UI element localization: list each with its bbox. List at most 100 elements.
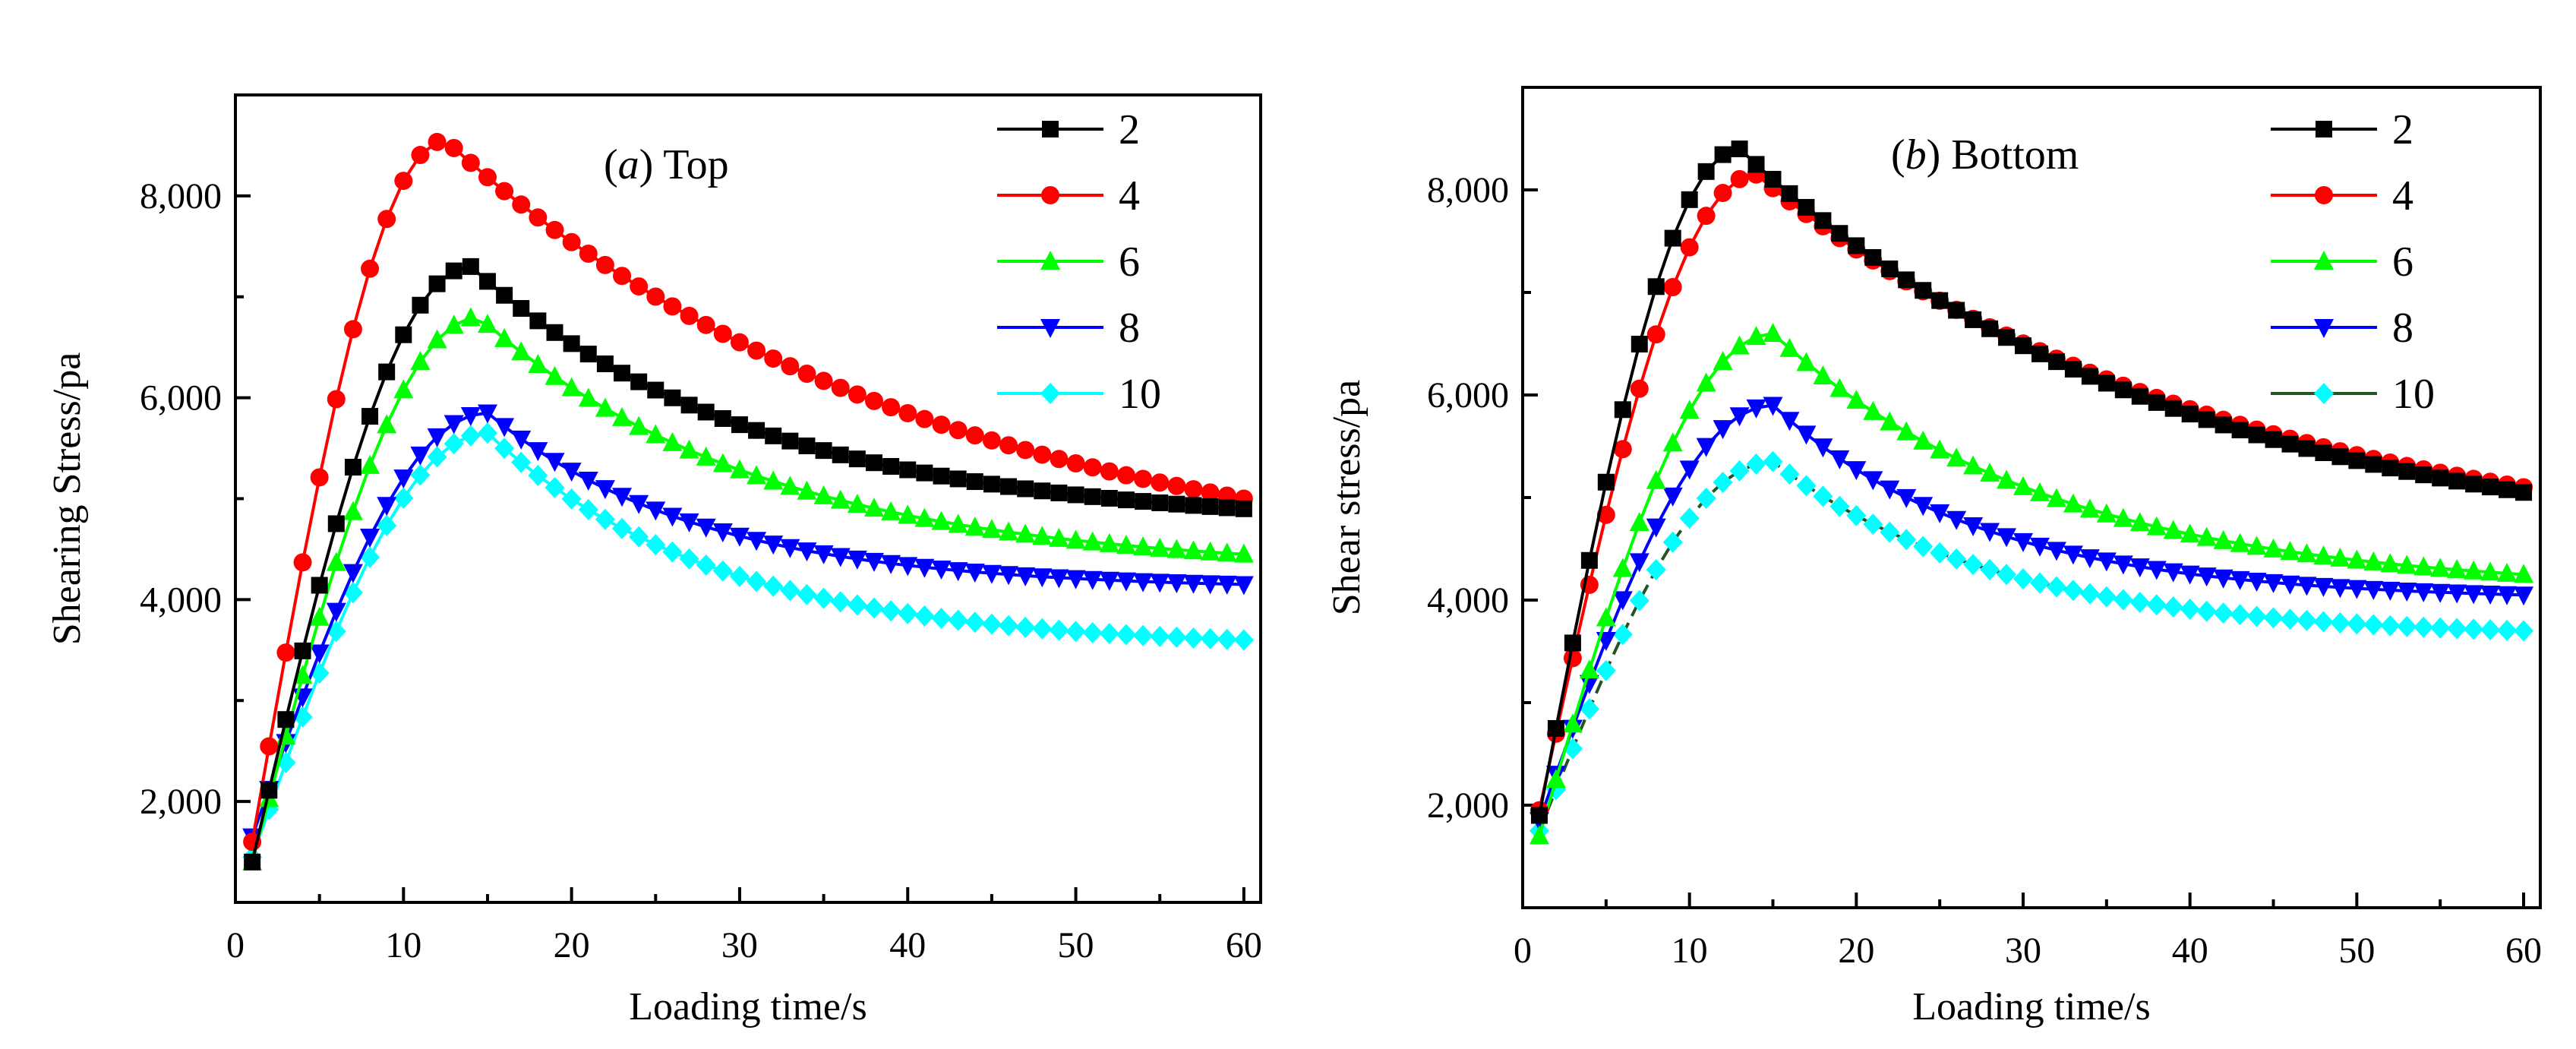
point-2 <box>630 373 648 390</box>
point-4 <box>932 415 951 434</box>
x-tick-label: 50 <box>1058 925 1094 965</box>
point-10 <box>360 546 380 568</box>
point-10 <box>964 611 985 634</box>
point-4 <box>831 378 850 397</box>
point-8 <box>2146 561 2167 580</box>
point-2 <box>1881 260 1899 277</box>
point-2 <box>2248 426 2265 444</box>
point-10 <box>1166 626 1187 648</box>
point-6 <box>1166 539 1187 558</box>
point-6 <box>444 314 464 334</box>
point-2 <box>395 326 412 343</box>
point-6 <box>2163 520 2183 539</box>
point-4 <box>1100 462 1119 481</box>
point-2 <box>2015 337 2032 355</box>
point-8 <box>545 453 565 472</box>
point-6 <box>2029 482 2050 501</box>
point-8 <box>326 602 346 622</box>
point-2 <box>1201 498 1219 515</box>
point-6 <box>1863 400 1883 420</box>
point-8 <box>1980 523 2000 542</box>
point-4 <box>1151 473 1170 492</box>
point-6 <box>2063 493 2083 513</box>
legend-marker-10 <box>2314 383 2334 404</box>
point-10 <box>2013 568 2034 590</box>
point-10 <box>2380 615 2401 637</box>
point-10 <box>1233 629 1254 651</box>
point-6 <box>1729 335 1750 355</box>
point-6 <box>1763 323 1783 342</box>
point-6 <box>1082 531 1103 551</box>
point-2 <box>731 416 748 434</box>
point-2 <box>899 461 917 479</box>
y-axis-label: Shearing Stress/pa <box>46 352 89 646</box>
point-8 <box>427 428 447 447</box>
point-8 <box>712 523 733 542</box>
x-tick-label: 40 <box>889 925 926 965</box>
point-4 <box>999 436 1018 455</box>
point-8 <box>863 552 884 572</box>
point-2 <box>1564 634 1581 652</box>
point-8 <box>1846 461 1867 481</box>
y-tick-label: 8,000 <box>140 176 222 216</box>
series-line-6 <box>251 316 1245 863</box>
point-6 <box>2430 558 2451 577</box>
point-2 <box>244 853 261 870</box>
series-line-2 <box>251 264 1245 863</box>
point-8 <box>1679 460 1700 480</box>
point-2 <box>2031 345 2048 362</box>
point-2 <box>2382 460 2399 477</box>
point-8 <box>780 539 800 558</box>
point-8 <box>2063 545 2083 565</box>
point-2 <box>1530 807 1548 824</box>
point-2 <box>513 300 530 318</box>
point-4 <box>1697 207 1716 226</box>
point-6 <box>528 354 548 374</box>
point-10 <box>780 580 800 602</box>
point-8 <box>2313 577 2334 597</box>
point-8 <box>1896 488 1917 508</box>
legend-marker-4 <box>2315 186 2333 204</box>
point-10 <box>1015 616 1036 638</box>
point-8 <box>1099 571 1119 591</box>
point-2 <box>529 312 547 330</box>
point-2 <box>1864 248 1882 266</box>
point-8 <box>561 463 582 482</box>
x-tick-label: 60 <box>2505 931 2542 971</box>
legend-marker-6 <box>1040 251 1060 270</box>
point-10 <box>1629 589 1649 611</box>
point-4 <box>797 365 816 384</box>
point-4 <box>696 315 715 334</box>
point-8 <box>1015 567 1036 586</box>
y-tick-label: 4,000 <box>1427 580 1509 621</box>
point-8 <box>2113 555 2133 575</box>
point-2 <box>1185 497 1202 514</box>
x-tick-label: 0 <box>1514 931 1532 971</box>
point-8 <box>2430 583 2451 603</box>
point-6 <box>1116 535 1136 555</box>
point-2 <box>563 335 580 352</box>
point-2 <box>428 275 446 292</box>
point-2 <box>1831 225 1848 242</box>
point-6 <box>881 501 901 520</box>
point-6 <box>1545 769 1566 788</box>
point-8 <box>1930 504 1950 523</box>
point-10 <box>747 570 767 592</box>
point-2 <box>327 515 345 532</box>
point-2 <box>1631 336 1648 353</box>
point-8 <box>2263 573 2284 593</box>
point-4 <box>411 146 430 165</box>
point-6 <box>2313 545 2334 565</box>
point-6 <box>2397 555 2417 574</box>
point-8 <box>1612 591 1633 611</box>
point-4 <box>1016 441 1035 460</box>
point-4 <box>864 391 883 410</box>
point-6 <box>629 415 649 435</box>
legend-label-4: 4 <box>1119 172 1140 220</box>
point-2 <box>1067 486 1084 504</box>
point-10 <box>898 602 918 624</box>
point-10 <box>1980 558 2000 580</box>
point-10 <box>1946 548 1967 570</box>
point-4 <box>882 398 901 417</box>
point-4 <box>1201 483 1220 502</box>
